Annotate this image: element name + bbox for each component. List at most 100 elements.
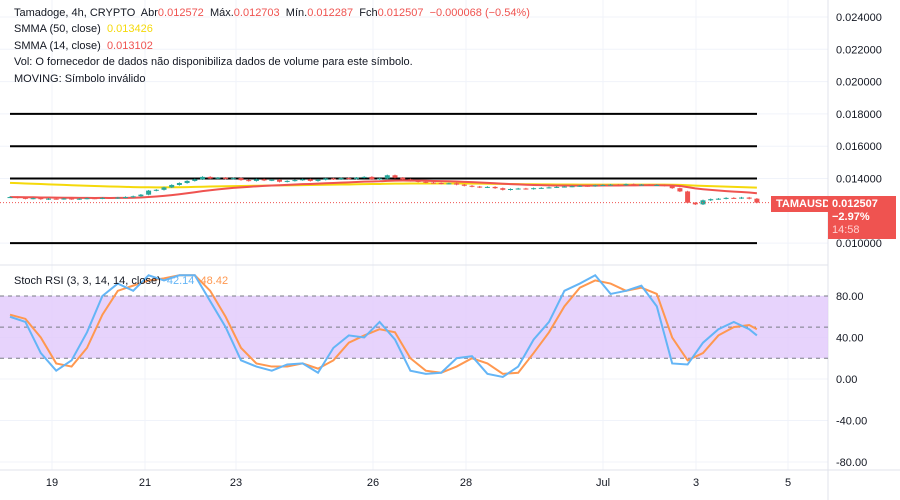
candle bbox=[277, 179, 282, 182]
candle bbox=[500, 188, 506, 190]
candle bbox=[523, 188, 529, 190]
candle bbox=[76, 198, 82, 200]
stoch-legend[interactable]: Stoch RSI (3, 3, 14, 14, close) 42.14 48… bbox=[14, 275, 228, 287]
candle bbox=[169, 184, 175, 188]
open-label: Abr bbox=[140, 7, 158, 19]
candle bbox=[638, 184, 644, 186]
smma50-label: SMMA (50, close) bbox=[14, 23, 101, 36]
candle bbox=[246, 180, 252, 182]
candle bbox=[731, 197, 737, 199]
candle bbox=[146, 190, 152, 195]
candle bbox=[292, 180, 298, 182]
candle bbox=[330, 178, 336, 180]
candle bbox=[692, 202, 698, 205]
candle bbox=[369, 176, 375, 180]
candle bbox=[69, 198, 75, 200]
candle bbox=[538, 187, 544, 189]
stoch-d-value: 48.42 bbox=[200, 275, 229, 287]
open-value: 0.012572 bbox=[157, 7, 204, 19]
candle bbox=[61, 198, 67, 200]
stoch-tick-label: -80.00 bbox=[836, 457, 867, 469]
candle bbox=[384, 175, 390, 179]
candle bbox=[531, 188, 537, 190]
price-tick-label: 0.024000 bbox=[836, 12, 882, 24]
candle bbox=[38, 198, 44, 200]
candle bbox=[323, 178, 329, 180]
candle bbox=[669, 185, 675, 189]
volume-message: Vol: O fornecedor de dados não disponibi… bbox=[14, 56, 413, 69]
smma14-value: 0.013102 bbox=[106, 39, 153, 52]
candle bbox=[715, 198, 721, 200]
candle bbox=[561, 186, 567, 188]
stoch-tick-label: 40.00 bbox=[836, 333, 864, 345]
candle bbox=[646, 184, 652, 186]
candle bbox=[407, 179, 413, 181]
candle bbox=[469, 185, 475, 187]
low-value: 0.012287 bbox=[307, 7, 354, 19]
candle bbox=[92, 198, 98, 200]
price-tick-label: 0.022000 bbox=[836, 44, 882, 56]
candle bbox=[484, 186, 490, 188]
candle bbox=[238, 178, 244, 181]
candle bbox=[138, 194, 144, 197]
stoch-tick-label: 80.00 bbox=[836, 291, 864, 303]
candle bbox=[492, 186, 498, 189]
time-tick-label: 28 bbox=[460, 477, 472, 489]
candle bbox=[662, 184, 667, 186]
candle bbox=[554, 186, 560, 188]
candle bbox=[569, 186, 575, 188]
candle bbox=[600, 184, 606, 186]
candle bbox=[438, 183, 444, 185]
price-tick-label: 0.010000 bbox=[836, 238, 882, 250]
candle bbox=[577, 185, 583, 187]
time-tick-label: 26 bbox=[367, 477, 379, 489]
candle bbox=[107, 197, 113, 199]
smma14-label: SMMA (14, close) bbox=[14, 39, 101, 52]
price-tick-label: 0.018000 bbox=[836, 109, 882, 121]
time-tick-label: Jul bbox=[596, 477, 610, 489]
high-value: 0.012703 bbox=[233, 7, 280, 19]
time-tick-label: 5 bbox=[785, 477, 791, 489]
candle bbox=[585, 185, 590, 187]
price-tick-label: 0.016000 bbox=[836, 141, 882, 153]
candle bbox=[546, 187, 552, 189]
close-value: 0.012507 bbox=[377, 7, 424, 19]
candle bbox=[153, 189, 159, 191]
candle bbox=[615, 184, 621, 186]
candle bbox=[338, 178, 344, 180]
candle bbox=[461, 184, 467, 186]
candle bbox=[176, 183, 182, 185]
stoch-band bbox=[0, 296, 828, 359]
candle bbox=[53, 198, 59, 200]
candle bbox=[230, 178, 236, 180]
candle bbox=[508, 188, 513, 190]
candle bbox=[708, 199, 714, 201]
chart-legend: Tamadoge, 4h, CRYPTO Abr0.012572 Máx.0.0… bbox=[14, 5, 530, 87]
time-tick-label: 23 bbox=[230, 477, 242, 489]
candle bbox=[192, 179, 198, 181]
candle bbox=[123, 197, 128, 199]
candle bbox=[446, 183, 452, 185]
candle bbox=[392, 175, 398, 178]
candle bbox=[346, 178, 352, 180]
candle bbox=[431, 182, 436, 184]
moving-message: MOVING: Símbolo inválido bbox=[14, 72, 146, 85]
symbol-price-tag: TAMAUSD bbox=[771, 196, 836, 212]
candle bbox=[631, 184, 637, 186]
stoch-k-value: 42.14 bbox=[166, 275, 195, 287]
candle bbox=[261, 179, 267, 181]
candle bbox=[685, 191, 691, 203]
candle bbox=[307, 179, 313, 181]
candle bbox=[377, 178, 383, 180]
price-tick-label: 0.020000 bbox=[836, 77, 882, 89]
smma50-legend[interactable]: SMMA (50, close) 0.013426 bbox=[14, 21, 530, 37]
candle bbox=[99, 197, 105, 199]
candle bbox=[253, 179, 259, 181]
candle bbox=[477, 186, 483, 188]
candle bbox=[739, 197, 744, 199]
candle bbox=[207, 176, 213, 179]
smma14-legend[interactable]: SMMA (14, close) 0.013102 bbox=[14, 38, 530, 54]
candle bbox=[361, 176, 367, 178]
low-label: Mín. bbox=[285, 7, 308, 19]
